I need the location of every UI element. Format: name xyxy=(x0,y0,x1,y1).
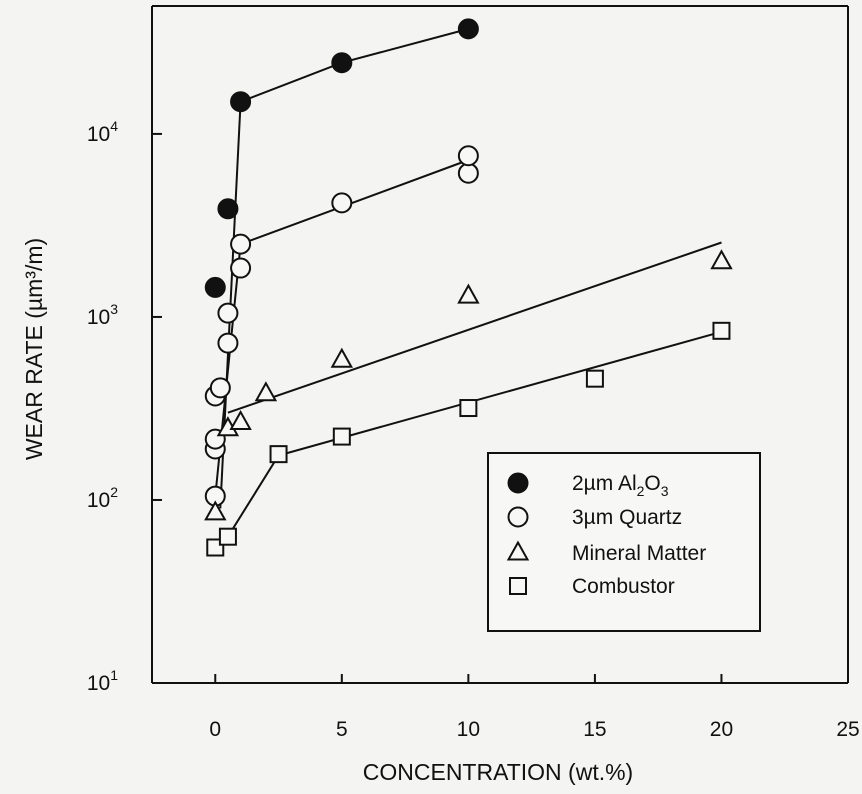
data-point xyxy=(457,283,480,304)
x-axis-ticks: 0 5 10 15 20 25 xyxy=(209,674,860,741)
y-axis-ticks: 101 102 103 104 xyxy=(87,118,162,695)
data-point xyxy=(230,91,252,113)
legend-label: 3µm Quartz xyxy=(572,506,682,529)
data-point xyxy=(457,162,479,184)
y-tick-label: 103 xyxy=(87,301,118,329)
data-point xyxy=(217,332,239,354)
legend-marker xyxy=(509,577,527,595)
data-point xyxy=(712,321,731,340)
data-point xyxy=(457,18,479,40)
legend: 2µm Al2O3 3µm Quartz Mineral Matter Combust… xyxy=(487,452,761,632)
data-point xyxy=(230,233,252,255)
x-tick-label: 5 xyxy=(336,718,348,741)
x-tick-label: 10 xyxy=(457,718,480,741)
data-point xyxy=(218,527,237,546)
x-tick-label: 20 xyxy=(710,718,733,741)
legend-marker xyxy=(507,506,529,528)
data-point xyxy=(330,347,354,368)
data-point xyxy=(230,257,252,279)
data-point xyxy=(209,377,231,399)
data-point xyxy=(204,500,227,521)
data-point xyxy=(459,399,478,418)
data-point xyxy=(204,276,226,298)
data-point xyxy=(585,369,604,388)
data-point xyxy=(254,381,278,402)
legend-box xyxy=(487,452,761,632)
data-point xyxy=(217,302,239,324)
legend-label: Mineral Matter xyxy=(572,542,706,565)
legend-label: 2µm Al2O3 xyxy=(572,472,669,499)
legend-label: Combustor xyxy=(572,575,675,598)
data-point xyxy=(710,249,733,270)
data-point xyxy=(229,409,252,430)
legend-marker xyxy=(506,540,530,561)
plot-frame xyxy=(151,5,849,684)
data-point xyxy=(331,192,353,214)
x-tick-label: 0 xyxy=(209,718,221,741)
y-tick-label: 102 xyxy=(87,484,118,512)
data-point xyxy=(331,52,353,74)
y-axis-title: WEAR RATE (µm³/m) xyxy=(21,238,47,460)
x-tick-label: 25 xyxy=(836,718,859,741)
x-axis-title: CONCENTRATION (wt.%) xyxy=(363,759,633,785)
y-tick-label: 104 xyxy=(87,118,118,146)
data-point xyxy=(332,427,351,446)
data-point xyxy=(457,145,479,167)
x-tick-label: 15 xyxy=(583,718,606,741)
data-point xyxy=(269,445,288,464)
y-tick-label: 101 xyxy=(87,667,118,695)
data-point xyxy=(217,198,239,220)
data-points xyxy=(204,18,733,557)
fit-line xyxy=(227,241,722,414)
legend-marker xyxy=(507,472,529,494)
